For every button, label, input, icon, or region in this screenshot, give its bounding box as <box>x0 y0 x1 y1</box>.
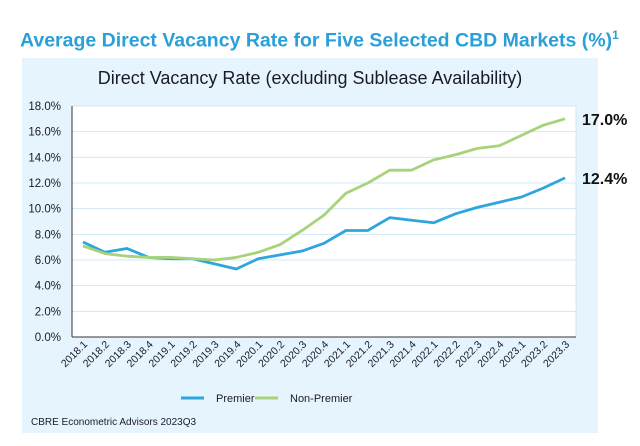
y-tick-label: 4.0% <box>35 281 61 293</box>
chart-title: Average Direct Vacancy Rate for Five Sel… <box>20 28 619 52</box>
end-value-label: 12.4% <box>582 171 627 188</box>
y-tick-label: 16.0% <box>28 127 61 139</box>
y-tick-label: 14.0% <box>28 152 61 164</box>
y-tick-label: 6.0% <box>35 255 61 267</box>
legend-label: Premier <box>216 393 255 405</box>
y-tick-label: 10.0% <box>28 204 61 216</box>
chart-subtitle: Direct Vacancy Rate (excluding Sublease … <box>97 68 523 88</box>
y-tick-label: 12.0% <box>28 178 61 190</box>
y-tick-label: 0.0% <box>35 332 61 344</box>
plot-area <box>71 105 577 338</box>
source-note: CBRE Econometric Advisors 2023Q3 <box>31 417 197 428</box>
y-tick-label: 8.0% <box>35 229 61 241</box>
y-tick-label: 18.0% <box>28 101 61 113</box>
legend-label: Non-Premier <box>290 393 353 405</box>
end-value-label: 17.0% <box>582 112 627 129</box>
y-tick-label: 2.0% <box>35 306 61 318</box>
